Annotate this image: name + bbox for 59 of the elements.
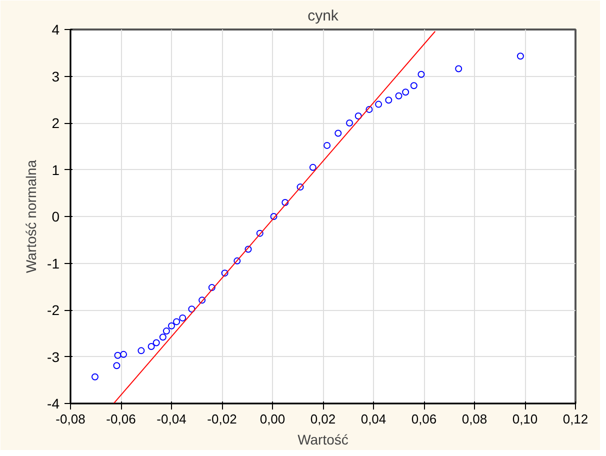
point <box>208 284 216 292</box>
point <box>188 306 196 313</box>
point <box>221 270 228 277</box>
x-tick-label: -0,02 <box>207 412 237 426</box>
point <box>152 339 160 346</box>
point <box>455 65 462 72</box>
x-tick-label: 0,10 <box>512 412 538 426</box>
point <box>91 373 98 380</box>
y-tick-label: 1 <box>52 162 60 178</box>
point <box>113 362 120 370</box>
x-tick-label: -0,08 <box>56 412 86 426</box>
point <box>385 96 392 104</box>
point <box>296 184 304 191</box>
y-tick-label: -4 <box>47 396 60 412</box>
chart-title: cynk <box>308 8 339 24</box>
x-tick-label: 0,06 <box>411 412 437 426</box>
point <box>282 198 289 206</box>
point <box>234 257 241 264</box>
y-tick-label: -3 <box>47 348 60 365</box>
x-tick-label: -0,06 <box>106 412 136 426</box>
x-tick-label: 0,04 <box>360 412 386 426</box>
y-tick-label: 2 <box>52 115 60 131</box>
point <box>346 120 354 126</box>
y-tick-label: -2 <box>47 302 60 318</box>
point <box>324 142 331 149</box>
y-tick-label: 0 <box>52 208 60 224</box>
point <box>159 334 166 341</box>
point <box>162 328 170 335</box>
x-tick-label: 0,00 <box>260 412 286 426</box>
point <box>168 322 175 330</box>
y-axis-title: Wartość normalna <box>23 160 40 274</box>
point <box>395 92 402 100</box>
y-tick-label: 3 <box>52 68 60 84</box>
x-tick-label: 0,08 <box>462 412 488 426</box>
point <box>244 246 252 253</box>
x-tick-label: 0,02 <box>310 412 336 426</box>
y-tick-label: 4 <box>52 22 60 38</box>
point <box>402 88 410 96</box>
point <box>256 230 264 237</box>
point <box>173 318 180 326</box>
point <box>418 70 425 78</box>
point <box>309 164 316 171</box>
point <box>270 213 278 220</box>
point <box>516 52 524 60</box>
x-axis-title: Wartość <box>298 432 348 448</box>
point <box>114 352 122 359</box>
x-tick-label: 0,12 <box>562 412 588 426</box>
point <box>354 112 362 120</box>
point <box>148 342 155 350</box>
y-tick-label: -1 <box>47 255 60 272</box>
point <box>366 106 373 113</box>
point <box>120 350 128 358</box>
point <box>198 296 206 304</box>
x-tick-label: -0,04 <box>156 412 186 426</box>
point <box>138 347 145 354</box>
point <box>179 314 186 322</box>
point <box>334 130 342 137</box>
point <box>410 82 418 90</box>
point <box>375 100 382 108</box>
